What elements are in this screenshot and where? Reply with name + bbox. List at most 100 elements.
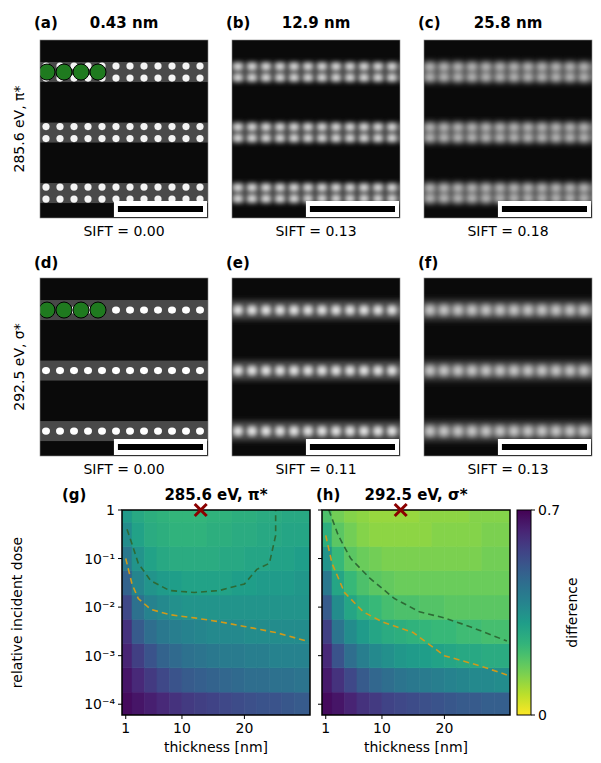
heat-cell — [344, 571, 356, 595]
atom-spot — [262, 74, 269, 81]
atom-spot — [496, 427, 504, 434]
atom-spot — [440, 74, 447, 81]
heat-cell — [294, 510, 310, 522]
y-tick-label: 10⁻³ — [84, 648, 115, 664]
atom-spot — [98, 427, 106, 434]
heat-cell — [382, 510, 394, 522]
colorbar-tick-label: 0.7 — [538, 502, 560, 518]
heat-cell — [407, 571, 419, 595]
heat-cell — [457, 644, 469, 668]
heat-cell — [269, 571, 281, 595]
atom-spot — [360, 62, 367, 69]
heat-cell — [207, 546, 219, 570]
atom-spot — [468, 427, 476, 434]
x-tick-label: 10 — [173, 720, 191, 736]
atom-spot — [332, 306, 340, 313]
heat-cell — [122, 619, 132, 643]
heat-cell — [344, 619, 356, 643]
atom-spot — [154, 62, 161, 69]
atom-spot — [566, 62, 573, 69]
atom-spot — [182, 306, 190, 313]
heat-cell — [322, 692, 332, 715]
heat-cell — [157, 668, 169, 692]
atom-spot — [510, 62, 517, 69]
atom-spot — [70, 135, 77, 142]
atom-spot — [262, 183, 269, 190]
heat-cell — [344, 522, 356, 546]
heat-cell — [432, 522, 444, 546]
heat-cell — [182, 619, 194, 643]
image-frame — [232, 40, 400, 218]
heat-cell — [344, 692, 356, 715]
atom-spot — [140, 135, 147, 142]
atom-spot — [360, 135, 367, 142]
atom-spot — [112, 123, 119, 130]
atom-spot — [248, 62, 255, 69]
atom-spot — [42, 367, 50, 374]
chain-band — [40, 300, 208, 320]
simulated-image — [424, 40, 592, 218]
panel-letter: (e) — [226, 254, 250, 272]
heat-cell — [344, 644, 356, 668]
atom-spot — [168, 427, 176, 434]
heat-cell — [207, 595, 219, 619]
row-label: 285.6 eV, π* — [11, 85, 27, 172]
heat-cell — [157, 644, 169, 668]
atom-spot — [168, 74, 175, 81]
heat-cell — [194, 595, 206, 619]
heat-cell — [469, 595, 481, 619]
atom-spot — [126, 183, 133, 190]
atom-spot — [566, 135, 573, 142]
atom-spot — [332, 367, 340, 374]
heat-cell — [482, 546, 494, 570]
heat-cell — [369, 546, 381, 570]
heat-cell — [407, 692, 419, 715]
atom-spot — [182, 427, 190, 434]
heat-cell — [322, 510, 332, 522]
heat-cell — [294, 546, 310, 570]
heat-cell — [494, 619, 510, 643]
atom-spot — [84, 367, 92, 374]
panel-letter: (h) — [316, 486, 340, 504]
atom-spot — [248, 123, 255, 130]
heat-cell — [282, 692, 294, 715]
image-pattern — [424, 62, 592, 203]
atom-spot — [454, 135, 461, 142]
atom-spot — [440, 62, 447, 69]
heat-cell — [294, 595, 310, 619]
heat-cell — [419, 668, 431, 692]
contour-line — [329, 510, 507, 641]
plot-frame — [322, 510, 510, 715]
chain-band — [40, 62, 208, 82]
atom-spot — [566, 427, 574, 434]
atom-spot — [98, 135, 105, 142]
atom-spot — [426, 427, 434, 434]
atom-spot — [98, 183, 105, 190]
atom-spot — [496, 367, 504, 374]
atom-spot — [140, 367, 148, 374]
atom-spot — [552, 62, 559, 69]
heat-cell — [444, 510, 456, 522]
heat-cell — [244, 522, 256, 546]
atom-spot — [234, 135, 241, 142]
atom-spot — [346, 183, 353, 190]
atom-spot — [248, 427, 256, 434]
atom-spot — [538, 74, 545, 81]
atom-spot — [168, 135, 175, 142]
atom-spot — [304, 183, 311, 190]
atom-spot — [360, 183, 367, 190]
atom-spot — [84, 183, 91, 190]
atom-spot — [440, 195, 447, 202]
atom-spot — [290, 367, 298, 374]
chain-band — [424, 183, 592, 203]
atom-spot — [56, 195, 63, 202]
atom-spot — [304, 367, 312, 374]
heat-cell — [357, 510, 369, 522]
atom-spot — [496, 74, 503, 81]
heat-cell — [322, 619, 332, 643]
heat-cell — [344, 668, 356, 692]
heat-cell — [169, 668, 181, 692]
atom-spot — [84, 427, 92, 434]
scale-bar-ground — [306, 439, 399, 455]
scale-bar-ground — [114, 201, 207, 217]
